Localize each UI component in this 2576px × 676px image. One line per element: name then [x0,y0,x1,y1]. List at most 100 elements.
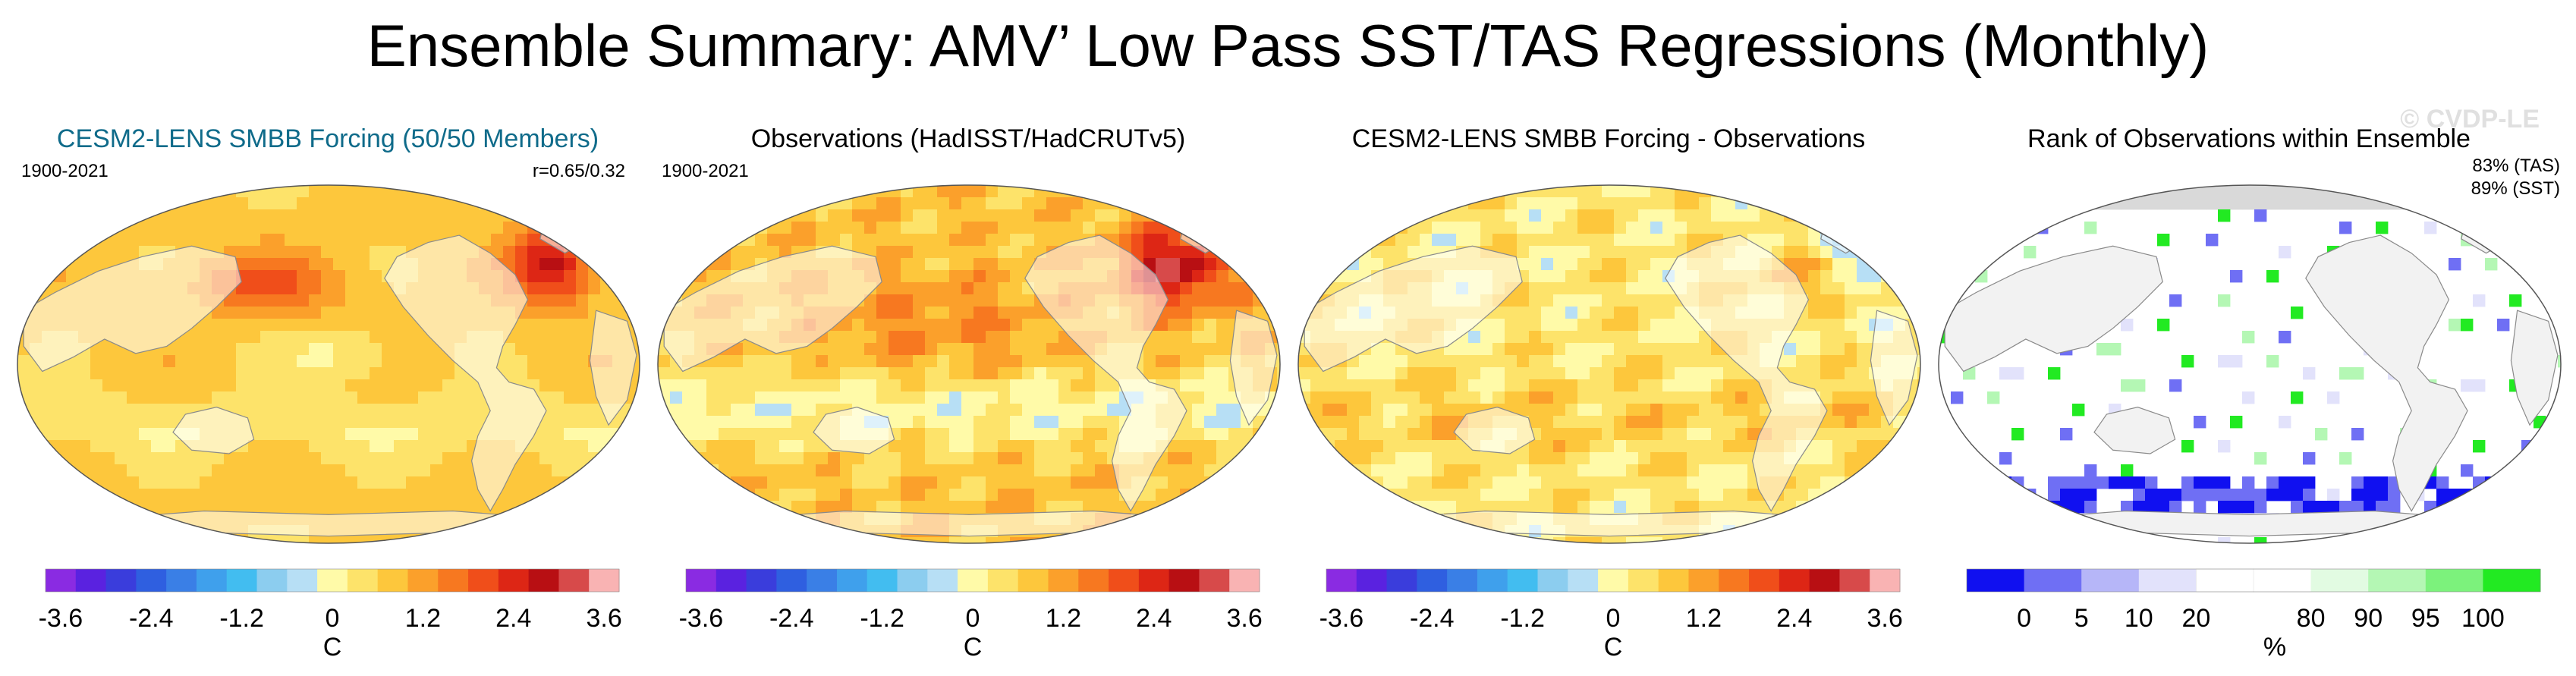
map-cell [297,391,310,404]
map-cell [816,343,829,356]
map-cell [961,319,974,332]
map-cell [779,355,792,368]
map-cell [1371,379,1384,392]
map-cell [1298,416,1311,429]
map-cell [706,209,719,222]
map-cell [1711,197,1724,210]
map-cell [1975,185,1988,198]
map-cell [1517,464,1530,477]
map-cell [151,489,164,501]
map-cell [139,489,152,501]
map-cell [682,270,695,283]
map-cell [90,525,103,538]
map-cell [1881,440,1894,453]
map-cell [1517,222,1530,234]
map-cell [1204,319,1217,332]
map-cell [1845,319,1857,332]
map-cell [1675,185,1687,198]
map-cell [236,222,249,234]
map-cell [1420,234,1433,247]
map-cell [1253,476,1266,489]
map-cell [719,379,731,392]
map-cell [297,416,310,429]
map-cell [515,185,528,198]
map-cell [163,379,176,392]
map-cell [357,246,370,259]
map-cell [1638,404,1651,417]
map-cell [260,537,273,543]
map-cell [260,319,273,332]
map-cell [430,428,443,441]
map-cell [1517,209,1530,222]
map-cell [1784,513,1797,526]
map-cell [1298,367,1311,380]
map-cell [1143,513,1156,526]
map-cell [1784,343,1797,356]
map-cell [1298,246,1311,259]
map-cell [236,343,249,356]
map-cell [925,440,938,453]
map-cell [2388,197,2401,210]
map-cell [767,234,780,247]
map-cell [1168,355,1181,368]
map-cell [1687,489,1700,501]
map-cell [1432,367,1445,380]
map-cell [670,222,683,234]
map-cell [333,185,346,198]
map-cell [731,379,744,392]
map-cell [1614,379,1627,392]
map-cell [670,464,683,477]
map-cell [1143,185,1156,198]
map-cell [1541,234,1554,247]
map-cell [1747,222,1760,234]
map-cell [767,367,780,380]
map-cell [90,513,103,526]
map-cell [1832,416,1845,429]
map-cell [1735,440,1748,453]
map-cell [2024,185,2037,198]
map-cell [986,319,999,332]
map-cell [889,343,901,356]
map-cell [576,209,589,222]
map-cell [1590,282,1603,295]
map-cell [2497,197,2510,210]
map-cell [1022,246,1035,259]
map-cell [694,525,707,538]
map-cell [175,343,188,356]
map-cell [755,464,768,477]
map-cell [1131,222,1144,234]
map-cell [1168,537,1181,543]
map-cell [467,391,480,404]
map-cell [1408,367,1420,380]
map-cell [1468,501,1481,514]
map-cell [527,258,540,271]
colorbar-swatch [1537,569,1568,592]
map-cell [1975,270,1988,283]
map-cell [78,197,91,210]
map-cell [1180,367,1193,380]
map-cell [828,331,841,344]
map-cell [1083,440,1096,453]
map-cell [1796,246,1809,259]
map-cell [1323,379,1335,392]
map-cell [576,282,589,295]
map-cell [90,355,103,368]
map-cell [1893,452,1906,465]
map-cell [515,209,528,222]
map-cell [1869,489,1882,501]
map-cell [670,513,683,526]
map-cell [333,464,346,477]
map-cell [1468,185,1481,198]
map-cell [1857,367,1870,380]
map-cell [418,416,431,429]
map-cell [804,222,816,234]
map-cell [1917,209,1920,222]
map [1938,184,2562,544]
map-cell [527,282,540,295]
map-cell [1614,294,1627,307]
map-cell [1022,197,1035,210]
colorbar-swatch [716,569,747,592]
map-cell [1192,513,1205,526]
colorbar-swatch [1199,569,1230,592]
map-cell [30,513,42,526]
